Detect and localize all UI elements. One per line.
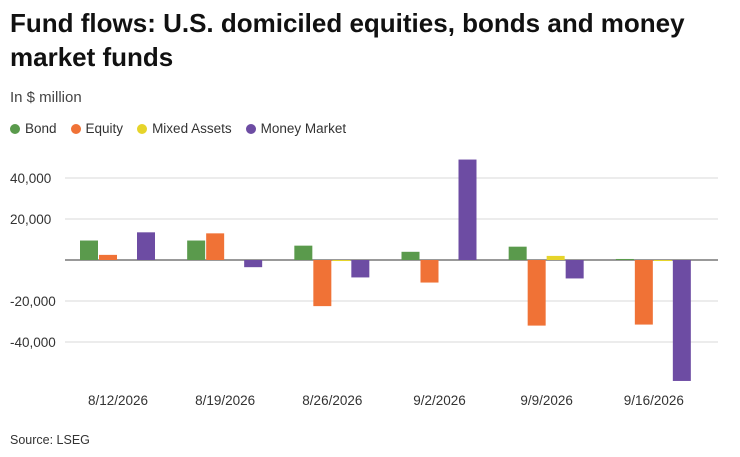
bar-bond-5 xyxy=(615,258,634,260)
bar-money-market-3 xyxy=(458,159,477,260)
legend-label: Equity xyxy=(85,121,124,136)
x-tick-label: 8/12/2026 xyxy=(88,393,148,408)
legend-label: Mixed Assets xyxy=(152,121,232,136)
source-note: Source: LSEG xyxy=(10,433,90,447)
bar-equity-3 xyxy=(420,260,439,283)
legend: Bond Equity Mixed Assets Money Market xyxy=(10,121,346,136)
bar-bond-1 xyxy=(187,240,206,260)
bar-bond-3 xyxy=(401,251,420,260)
bar-equity-1 xyxy=(206,233,225,260)
legend-label: Money Market xyxy=(260,121,347,136)
legend-swatch xyxy=(70,123,81,134)
bar-bond-4 xyxy=(508,246,527,260)
legend-item-mixed-assets: Mixed Assets xyxy=(137,121,232,136)
legend-swatch xyxy=(10,123,20,134)
bar-mixed-assets-5 xyxy=(653,260,672,262)
legend-item-equity: Equity xyxy=(70,121,124,136)
bar-equity-2 xyxy=(313,260,332,307)
legend-swatch xyxy=(137,123,148,134)
y-tick-label: -40,000 xyxy=(10,335,56,350)
bar-bond-0 xyxy=(80,240,98,260)
bar-equity-5 xyxy=(634,260,653,325)
bar-equity-4 xyxy=(527,260,546,326)
x-tick-label: 9/9/2026 xyxy=(520,393,573,408)
bar-money-market-0 xyxy=(137,232,155,260)
chart-title: Fund flows: U.S. domiciled equities, bon… xyxy=(10,8,685,72)
x-tick-label: 8/19/2026 xyxy=(195,393,255,408)
legend-item-money-market: Money Market xyxy=(245,121,347,136)
y-tick-label: 20,000 xyxy=(10,212,51,227)
y-tick-label: -20,000 xyxy=(10,294,56,309)
bar-mixed-assets-4 xyxy=(546,255,565,260)
x-tick-label: 9/2/2026 xyxy=(413,393,466,408)
legend-label: Bond xyxy=(25,121,57,136)
bar-chart: 40,000 20,000 -20,000 -40,000 8/12/2026 8/19/… xyxy=(10,159,718,408)
bar-bond-2 xyxy=(294,245,313,260)
x-tick-label: 9/16/2026 xyxy=(624,393,684,408)
bar-mixed-assets-2 xyxy=(332,260,351,262)
bar-money-market-4 xyxy=(565,260,584,279)
legend-swatch xyxy=(245,123,256,134)
chart-subtitle: In $ million xyxy=(10,89,82,106)
bar-money-market-1 xyxy=(244,260,263,268)
x-tick-label: 8/26/2026 xyxy=(302,393,362,408)
legend-item-bond: Bond xyxy=(10,121,57,136)
bar-equity-0 xyxy=(99,254,117,260)
bar-money-market-5 xyxy=(672,260,691,381)
y-tick-label: 40,000 xyxy=(10,171,51,186)
bar-money-market-2 xyxy=(351,260,370,278)
